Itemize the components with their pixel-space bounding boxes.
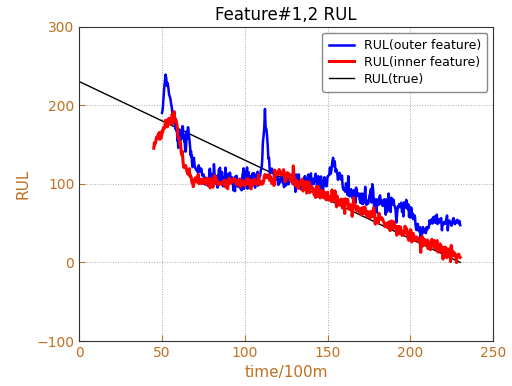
RUL(inner feature)	[204, 182, 210, 187]
RUL(inner feature)	[162, 125, 168, 130]
Line: RUL(inner feature): RUL(inner feature)	[154, 112, 460, 262]
RUL(outer feature)	[457, 223, 463, 227]
RUL(inner feature)	[171, 109, 177, 114]
RUL(outer feature)	[325, 174, 331, 179]
RUL(inner feature)	[454, 260, 460, 265]
RUL(outer feature)	[179, 130, 185, 135]
Title: Feature#1,2 RUL: Feature#1,2 RUL	[216, 5, 357, 24]
RUL(outer feature)	[159, 111, 165, 115]
RUL(outer feature)	[413, 228, 419, 232]
RUL(inner feature)	[151, 146, 157, 151]
Line: RUL(outer feature): RUL(outer feature)	[162, 74, 460, 240]
RUL(outer feature)	[365, 201, 371, 206]
Legend: RUL(outer feature), RUL(inner feature), RUL(true): RUL(outer feature), RUL(inner feature), …	[323, 33, 487, 92]
RUL(inner feature)	[391, 220, 397, 224]
RUL(outer feature)	[160, 107, 166, 111]
RUL(outer feature)	[418, 237, 424, 242]
Y-axis label: RUL: RUL	[16, 169, 31, 199]
RUL(inner feature)	[457, 255, 463, 260]
RUL(inner feature)	[246, 177, 252, 181]
RUL(outer feature)	[162, 72, 168, 77]
X-axis label: time/100m: time/100m	[245, 366, 328, 381]
RUL(inner feature)	[225, 186, 231, 191]
RUL(outer feature)	[354, 188, 360, 192]
RUL(inner feature)	[197, 180, 203, 185]
